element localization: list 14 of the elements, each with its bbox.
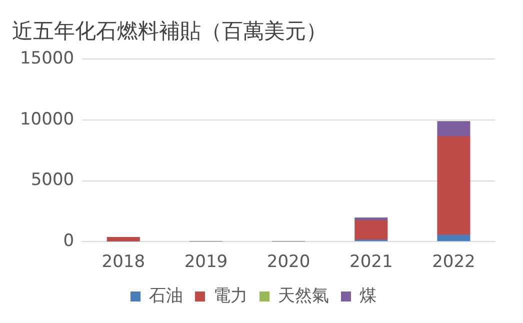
x-tick-label: 2022 xyxy=(432,252,476,272)
legend-label: 石油 xyxy=(149,286,183,306)
y-tick-label: 10000 xyxy=(20,109,74,130)
y-tick-label: 15000 xyxy=(20,48,74,69)
legend-label: 煤 xyxy=(360,286,376,306)
x-tick-label: 2018 xyxy=(102,252,146,272)
legend-label: 電力 xyxy=(214,286,248,306)
legend-label: 天然氣 xyxy=(278,286,329,306)
chart-title: 近五年化石燃料補貼（百萬美元） xyxy=(12,19,327,44)
y-tick-label: 0 xyxy=(63,231,74,252)
y-tick-label: 5000 xyxy=(30,170,74,190)
x-tick-label: 2020 xyxy=(266,252,310,272)
x-tick-label: 2021 xyxy=(349,252,393,272)
x-tick-label: 2019 xyxy=(184,252,228,272)
